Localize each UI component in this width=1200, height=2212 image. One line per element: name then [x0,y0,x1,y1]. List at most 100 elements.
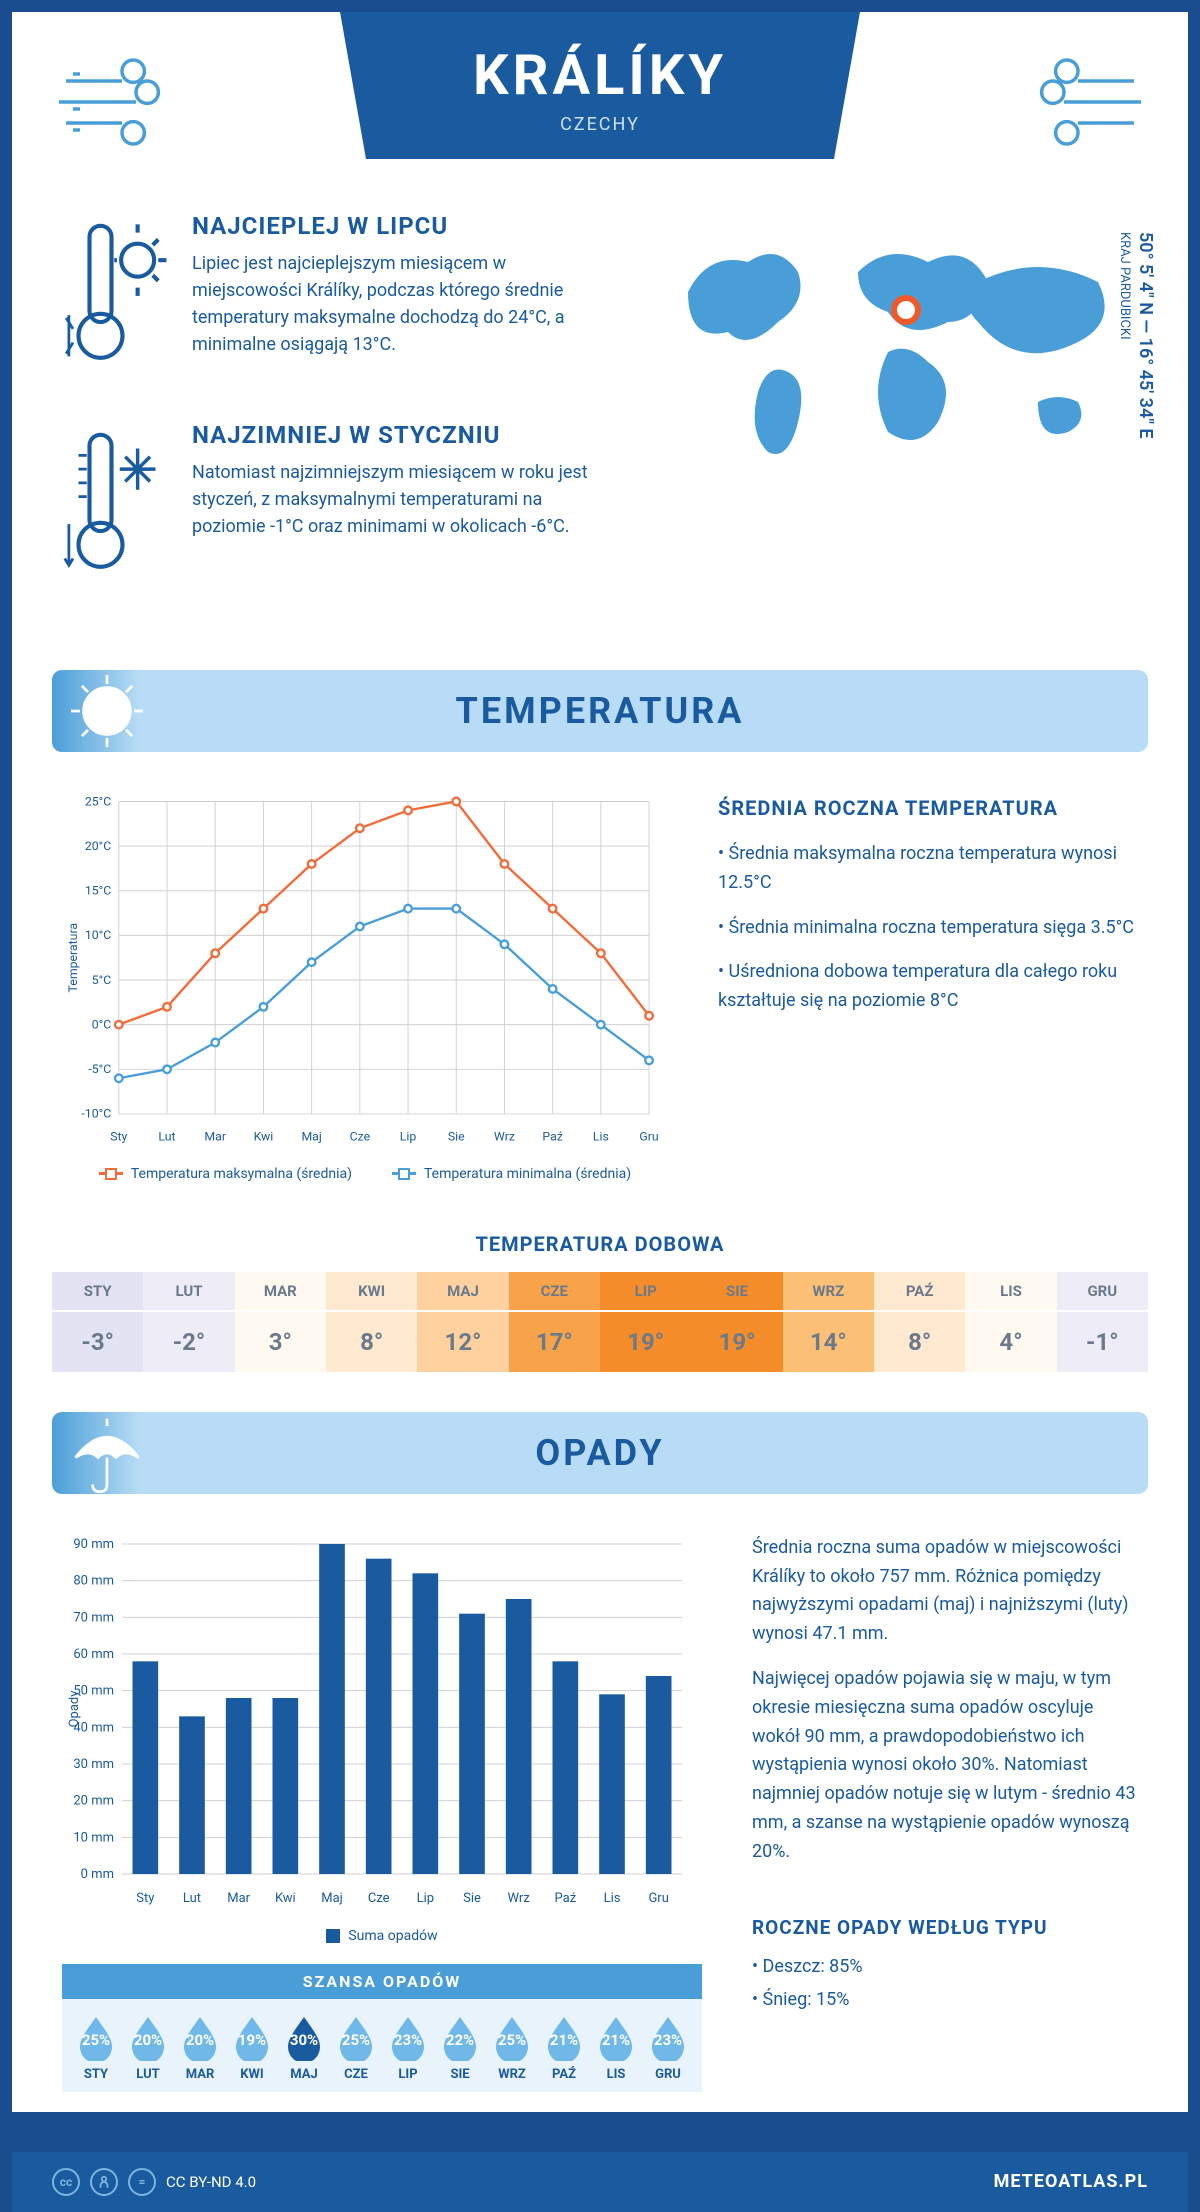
svg-text:90 mm: 90 mm [73,1537,114,1552]
wind-icon-right [1008,32,1148,172]
footer: cc = CC BY-ND 4.0 METEOATLAS.PL [12,2152,1188,2212]
month-temp-value: 8° [874,1312,965,1372]
month-header: LIS [965,1272,1056,1312]
wind-icon-left [52,32,192,172]
month-temp-value: 8° [326,1312,417,1372]
svg-text:0°C: 0°C [92,1018,112,1032]
coldest-title: NAJZIMNIEJ W STYCZNIU [192,421,618,449]
precip-type-item: • Śnieg: 15% [752,1986,1138,2015]
month-header: KWI [326,1272,417,1312]
svg-text:Lut: Lut [158,1130,175,1144]
svg-text:30 mm: 30 mm [73,1757,114,1772]
precipitation-side-text: Średnia roczna suma opadów w miejscowośc… [752,1534,1138,2092]
month-temp-value: -3° [52,1312,143,1372]
temp-bullet: • Średnia maksymalna roczna temperatura … [718,840,1138,898]
thermometer-cold-icon [62,421,172,590]
svg-text:Gru: Gru [639,1130,658,1144]
nd-icon: = [128,2168,156,2196]
precip-prob-cell: 20% MAR [176,2013,224,2082]
temp-bullet: • Uśredniona dobowa temperatura dla całe… [718,958,1138,1016]
month-header: LUT [143,1272,234,1312]
svg-text:Mar: Mar [204,1130,226,1144]
svg-text:-5°C: -5°C [88,1063,111,1077]
svg-text:Wrz: Wrz [494,1130,515,1144]
month-temp-value: 19° [691,1312,782,1372]
warmest-text: Lipiec jest najcieplejszym miesiącem w m… [192,250,618,358]
precip-prob-cell: 19% KWI [228,2013,276,2082]
city-title: KRÁLÍKY [360,42,840,108]
precipitation-title: OPADY [52,1432,1148,1474]
month-temp-value: 12° [417,1312,508,1372]
svg-text:Temperatura: Temperatura [67,923,81,993]
coordinates: 50° 5' 4" N — 16° 45' 34" E KRAJ PARDUBI… [1115,232,1158,439]
precip-prob-cell: 25% STY [72,2013,120,2082]
svg-text:Lut: Lut [183,1891,201,1906]
svg-text:Lis: Lis [593,1130,609,1144]
country-subtitle: CZECHY [360,114,840,135]
month-header: MAR [235,1272,326,1312]
temperature-banner: TEMPERATURA [52,670,1148,752]
legend-item: Temperatura maksymalna (średnia) [99,1166,352,1182]
cc-icon: cc [52,2168,80,2196]
svg-text:Lip: Lip [417,1891,434,1906]
svg-text:20°C: 20°C [85,840,111,854]
coldest-text: Natomiast najzimniejszym miesiącem w rok… [192,459,618,540]
svg-text:20 mm: 20 mm [73,1793,114,1808]
svg-text:Sty: Sty [110,1130,127,1144]
temperature-side-text: ŚREDNIA ROCZNA TEMPERATURA • Średnia mak… [718,792,1138,1182]
precipitation-probability: SZANSA OPADÓW 25% STY 20% LUT 20% MAR 19… [62,1964,702,2092]
precip-prob-cell: 23% GRU [644,2013,692,2082]
header: KRÁLÍKY CZECHY [12,12,1188,192]
month-header: STY [52,1272,143,1312]
precip-prob-cell: 21% PAŹ [540,2013,588,2082]
month-header: PAŹ [874,1272,965,1312]
precipitation-legend: Suma opadów [62,1928,702,1944]
precip-legend-label: Suma opadów [348,1928,437,1944]
precip-prob-cell: 21% LIS [592,2013,640,2082]
license-text: CC BY-ND 4.0 [166,2173,256,2191]
month-header: WRZ [783,1272,874,1312]
svg-text:Cze: Cze [368,1891,390,1906]
temp-bullet: • Średnia minimalna roczna temperatura s… [718,914,1138,943]
svg-text:Paź: Paź [555,1891,577,1906]
svg-text:Kwi: Kwi [254,1130,274,1144]
month-temp-value: -2° [143,1312,234,1372]
precip-para1: Średnia roczna suma opadów w miejscowośc… [752,1534,1138,1649]
legend-item: Temperatura minimalna (średnia) [392,1166,631,1182]
temperature-title: TEMPERATURA [52,690,1148,732]
site-name: METEOATLAS.PL [994,2171,1148,2192]
svg-text:Gru: Gru [648,1891,668,1906]
svg-text:Lip: Lip [400,1130,417,1144]
svg-text:0 mm: 0 mm [81,1867,114,1882]
warmest-title: NAJCIEPLEJ W LIPCU [192,212,618,240]
temp-side-title: ŚREDNIA ROCZNA TEMPERATURA [718,792,1138,824]
svg-text:25°C: 25°C [85,795,111,809]
precipitation-bar-chart: 0 mm10 mm20 mm30 mm40 mm50 mm60 mm70 mm8… [62,1534,702,1914]
precipitation-banner: OPADY [52,1412,1148,1494]
precip-prob-title: SZANSA OPADÓW [62,1964,702,1999]
precip-type-item: • Deszcz: 85% [752,1953,1138,1982]
svg-text:-10°C: -10°C [81,1108,111,1122]
svg-text:Wrz: Wrz [508,1891,531,1906]
month-header: MAJ [417,1272,508,1312]
month-temp-value: 17° [509,1312,600,1372]
precip-prob-cell: 25% CZE [332,2013,380,2082]
month-temp-value: -1° [1057,1312,1148,1372]
precip-types-title: ROCZNE OPADY WEDŁUG TYPU [752,1913,1138,1943]
svg-text:10 mm: 10 mm [73,1830,114,1845]
svg-text:15°C: 15°C [85,885,111,899]
precip-prob-cell: 25% WRZ [488,2013,536,2082]
svg-text:80 mm: 80 mm [73,1573,114,1588]
precip-para2: Najwięcej opadów pojawia się w maju, w t… [752,1665,1138,1867]
title-banner: KRÁLÍKY CZECHY [340,12,860,159]
svg-text:Sie: Sie [463,1891,481,1906]
month-temp-value: 4° [965,1312,1056,1372]
month-header: LIP [600,1272,691,1312]
svg-text:Cze: Cze [350,1130,371,1144]
month-header: CZE [509,1272,600,1312]
umbrella-icon [62,1412,152,1494]
by-icon [90,2168,118,2196]
sun-icon [62,670,152,752]
svg-text:Sty: Sty [136,1891,154,1906]
svg-text:Sie: Sie [448,1130,465,1144]
